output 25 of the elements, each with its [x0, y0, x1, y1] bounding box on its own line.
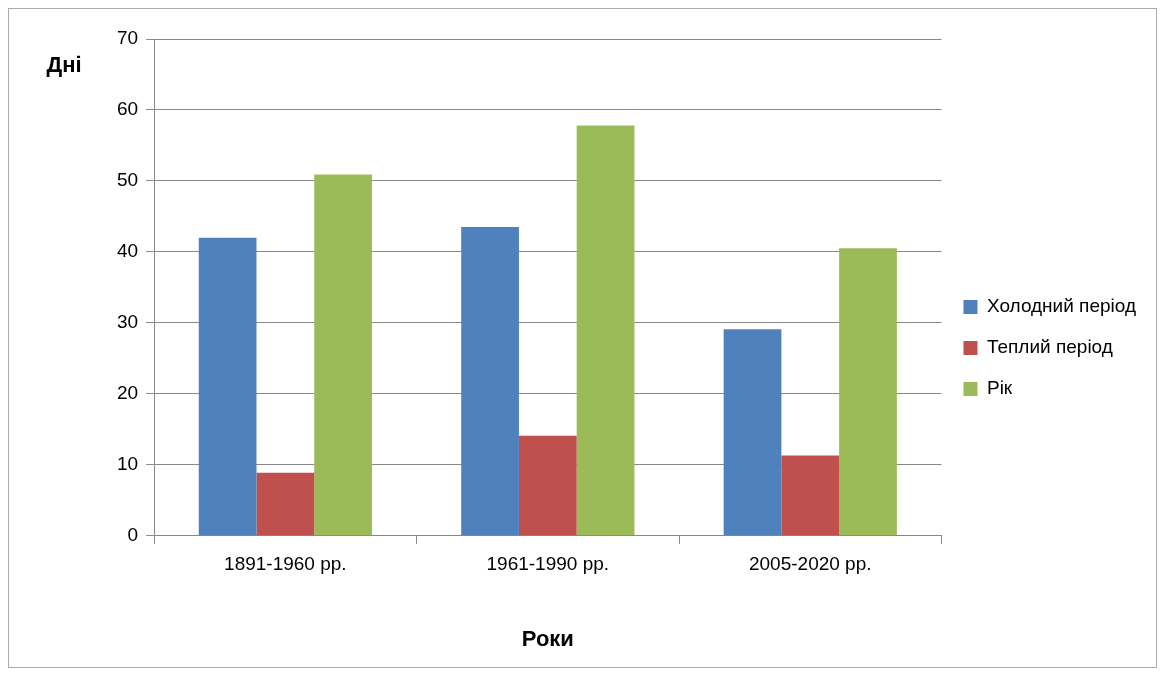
y-tick-label: 10: [116, 453, 139, 475]
legend-label: Холодний період: [986, 295, 1137, 317]
y-tick-label: 30: [116, 311, 139, 333]
y-tick-label: 60: [116, 98, 139, 120]
y-tick-label: 20: [116, 382, 139, 404]
y-tick-label: 40: [116, 240, 139, 262]
legend-label: Теплий період: [986, 336, 1113, 358]
x-tick-label: 2005-2020 рр.: [748, 553, 872, 575]
y-tick-label: 70: [116, 27, 139, 49]
bar: [198, 237, 257, 536]
bar: [518, 435, 577, 536]
bar: [256, 472, 315, 536]
y-axis-title: Дні: [46, 52, 82, 78]
bar: [314, 174, 372, 536]
bar: [576, 125, 635, 536]
bar: [839, 248, 897, 536]
y-tick-label: 50: [116, 169, 139, 191]
x-tick-label: 1891-1960 рр.: [224, 553, 347, 575]
bar: [781, 455, 840, 536]
bar: [723, 329, 782, 536]
x-axis-title: Роки: [521, 625, 574, 651]
y-tick-label: 0: [127, 524, 139, 546]
bar: [461, 227, 519, 536]
legend-label: Рік: [986, 377, 1013, 399]
x-tick-label: 1961-1990 рр.: [486, 553, 610, 575]
